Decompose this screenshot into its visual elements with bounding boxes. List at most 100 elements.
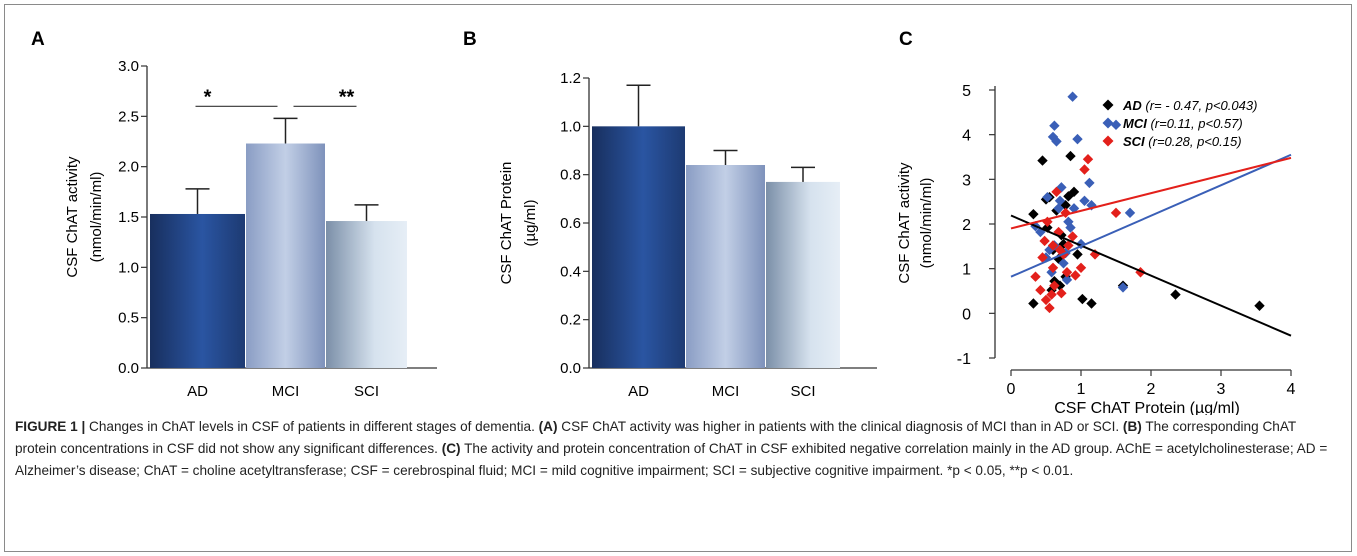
bar-sci <box>326 221 407 368</box>
scatter-point-mci <box>1124 207 1136 219</box>
panel-letter-C: C <box>899 29 913 50</box>
scatter-point-sci <box>1067 231 1078 242</box>
scatter-point-sci <box>1075 262 1087 273</box>
caption-ref-c: (C) <box>441 441 461 456</box>
scatter-point-ad <box>1086 298 1097 309</box>
x-tick-label: SCI <box>790 383 815 400</box>
scatter-point-ad <box>1068 186 1080 198</box>
charts-canvas: A 0.0 0.5 1.0 1.5 2.0 2.5 3.0 CSF ChAT activity (… <box>31 29 1296 415</box>
scatter-point-sci <box>1047 262 1059 273</box>
y-axis-label-line: (nmol/min/ml) <box>918 178 935 269</box>
x-tick-label: 2 <box>1147 381 1156 398</box>
legend-series-stats: (r= - 0.47, p<0.043) <box>1145 98 1257 113</box>
legend-series-name: SCI <box>1123 134 1148 149</box>
fit-line-sci <box>1010 156 1292 230</box>
scatter-point-sci <box>1079 164 1090 175</box>
caption-text-3: The corresponding ChAT protein concentra… <box>15 419 1296 456</box>
y-axis-label-line: CSF ChAT activity <box>64 156 81 278</box>
x-tick-label: AD <box>187 383 208 400</box>
scatter-point-sci <box>1070 270 1081 281</box>
caption-sig-2: **p < 0.01. <box>1009 463 1074 478</box>
scatter-point-sci <box>1056 288 1067 299</box>
bar-sci <box>766 181 840 368</box>
x-axis-label: CSF ChAT Protein (µg/ml) <box>1054 400 1240 415</box>
y-tick-label: 0 <box>962 306 971 323</box>
figure-frame: A 0.0 0.5 1.0 1.5 2.0 2.5 3.0 CSF ChAT activity (… <box>4 4 1352 552</box>
panel-a-chart: A 0.0 0.5 1.0 1.5 2.0 2.5 3.0 CSF ChAT activity (… <box>31 29 437 400</box>
scatter-point-sci <box>1035 284 1046 296</box>
y-tick-label: 5 <box>962 83 971 100</box>
scatter-point-mci <box>1065 222 1076 233</box>
scatter-point-mci <box>1117 282 1129 293</box>
fit-line-ad <box>1010 214 1292 337</box>
y-tick-label: 1.2 <box>560 70 581 87</box>
bar-mci <box>246 143 325 368</box>
legend-label-mci: MCI (r=0.11, p<0.57) <box>1123 116 1243 131</box>
legend-series-stats: (r=0.28, p<0.15) <box>1148 134 1241 149</box>
legend-marker-sci <box>1102 135 1114 147</box>
scatter-point-sci <box>1046 289 1057 300</box>
figure-caption: FIGURE 1 | Changes in ChAT levels in CSF… <box>15 416 1340 482</box>
scatter-point-mci <box>1061 274 1073 286</box>
scatter-point-ad <box>1077 293 1088 305</box>
scatter-point-ad <box>1065 150 1076 162</box>
legend-label-sci: SCI (r=0.28, p<0.15) <box>1123 134 1242 149</box>
x-tick-label: 3 <box>1217 381 1226 398</box>
scatter-point-sci <box>1049 280 1060 291</box>
scatter-point-sci <box>1042 216 1053 227</box>
y-tick-label: 2 <box>962 217 971 234</box>
caption-text-2: CSF ChAT activity was higher in patients… <box>557 419 1123 434</box>
y-tick-label: 0.4 <box>560 263 581 280</box>
scatter-point-ad <box>1037 155 1048 166</box>
caption-ref-a: (A) <box>538 419 558 434</box>
panel-letter-A: A <box>31 29 45 50</box>
scatter-point-mci <box>1067 91 1078 102</box>
y-tick-label: 3 <box>962 172 971 189</box>
scatter-point-sci <box>1063 240 1074 251</box>
x-tick-label: MCI <box>272 383 300 400</box>
scatter-point-sci <box>1037 252 1048 263</box>
y-axis-label-line: CSF ChAT activity <box>896 162 913 284</box>
scatter-point-sci <box>1040 294 1052 306</box>
scatter-point-ad <box>1072 249 1083 260</box>
scatter-point-mci <box>1068 203 1080 214</box>
scatter-point-mci <box>1072 133 1083 145</box>
scatter-point-mci <box>1063 216 1074 227</box>
y-tick-label: 2.5 <box>118 108 139 125</box>
scatter-point-ad <box>1054 280 1066 291</box>
significance-label: * <box>204 86 212 108</box>
bar-ad <box>592 126 685 368</box>
scatter-point-sci <box>1051 186 1062 198</box>
scatter-point-mci <box>1046 267 1057 278</box>
y-axis-label-line: (µg/ml) <box>522 200 539 247</box>
scatter-point-sci <box>1110 207 1122 219</box>
legend-marker-mci <box>1102 117 1114 129</box>
scatter-point-ad <box>1042 222 1053 233</box>
scatter-point-mci <box>1079 195 1090 206</box>
legend-label-ad: AD (r= - 0.47, p<0.043) <box>1122 98 1257 113</box>
scatter-point-sci <box>1047 240 1059 251</box>
y-axis-label-line: CSF ChAT Protein <box>498 162 515 285</box>
caption-figure-label: FIGURE 1 | <box>15 419 86 434</box>
y-tick-label: -1 <box>957 351 971 368</box>
caption-sig-1: *p < 0.05, <box>947 463 1010 478</box>
panel-letter-B: B <box>463 29 477 50</box>
scatter-point-sci <box>1082 154 1094 165</box>
panel-c-chart: C -1 0 1 2 3 4 5 0 1 2 3 4 CSF ChAT Protein (µg/ml) CS… <box>896 29 1296 415</box>
fit-line-mci <box>1010 153 1292 278</box>
caption-text-1: Changes in ChAT levels in CSF of patient… <box>85 419 539 434</box>
y-tick-label: 1.0 <box>560 118 581 135</box>
scatter-point-mci <box>1049 120 1060 131</box>
y-tick-label: 0.2 <box>560 312 581 329</box>
scatter-point-sci <box>1044 302 1055 314</box>
legend-marker-ad <box>1102 99 1114 111</box>
y-tick-label: 0.8 <box>560 167 581 184</box>
legend-series-name: AD <box>1122 98 1145 113</box>
y-tick-label: 0.0 <box>560 360 581 377</box>
legend-series-name: MCI <box>1123 116 1150 131</box>
y-tick-label: 1.5 <box>118 209 139 226</box>
legend-series-stats: (r=0.11, p<0.57) <box>1150 116 1242 131</box>
y-tick-label: 0.6 <box>560 215 581 232</box>
caption-text-4: The activity and protein concentration o… <box>15 441 1328 478</box>
x-tick-label: SCI <box>354 383 379 400</box>
